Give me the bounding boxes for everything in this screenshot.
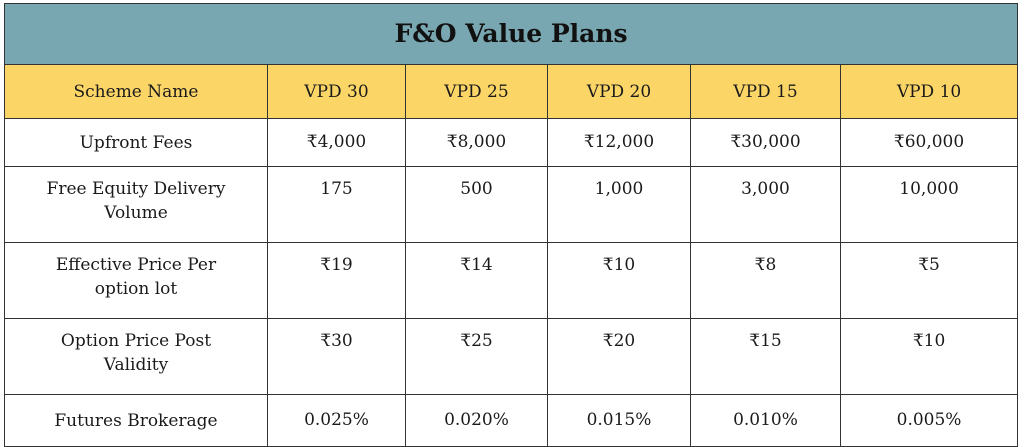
table-row: Effective Price Per option lot ₹19 ₹14 ₹10 ₹… <box>4 242 1019 319</box>
table-row: Option Price Post Validity ₹30 ₹25 ₹20 ₹15 ₹1… <box>4 318 1019 395</box>
row-label: Effective Price Per option lot <box>4 242 268 319</box>
table-cell: ₹8,000 <box>405 118 548 167</box>
header-cell: VPD 20 <box>547 64 691 119</box>
table-cell: ₹20 <box>547 318 691 395</box>
table-title: F&O Value Plans <box>3 3 1019 65</box>
table-cell: ₹4,000 <box>267 118 406 167</box>
header-cell: Scheme Name <box>4 64 268 119</box>
table-row: Free Equity Delivery Volume 175 500 1,000 3,… <box>4 166 1019 243</box>
plans-table: F&O Value Plans Scheme Name VPD 30 VPD 25 V… <box>3 3 1019 447</box>
table-cell: ₹10 <box>839 318 1019 395</box>
header-row: Scheme Name VPD 30 VPD 25 VPD 20 VPD 15 VPD 1… <box>4 64 1019 119</box>
table-row: Futures Brokerage 0.025% 0.020% 0.015% 0.010… <box>4 394 1019 447</box>
table-cell: ₹25 <box>405 318 548 395</box>
table-cell: ₹14 <box>405 242 548 319</box>
table-cell: ₹60,000 <box>839 118 1019 167</box>
row-label: Futures Brokerage <box>4 394 268 447</box>
table-cell: 0.005% <box>839 394 1019 447</box>
table-cell: 0.015% <box>547 394 691 447</box>
table-cell: ₹5 <box>839 242 1019 319</box>
table-cell: 0.010% <box>690 394 841 447</box>
header-cell: VPD 25 <box>405 64 548 119</box>
table-cell: 10,000 <box>839 166 1019 243</box>
header-cell: VPD 10 <box>839 64 1019 119</box>
table-cell: 0.025% <box>267 394 406 447</box>
table-cell: ₹10 <box>547 242 691 319</box>
table-cell: 500 <box>405 166 548 243</box>
table-row: Upfront Fees ₹4,000 ₹8,000 ₹12,000 ₹30,000 ₹6… <box>4 118 1019 167</box>
table-cell: 175 <box>267 166 406 243</box>
table-cell: ₹8 <box>690 242 841 319</box>
header-cell: VPD 30 <box>267 64 406 119</box>
table-cell: ₹15 <box>690 318 841 395</box>
table-cell: ₹30 <box>267 318 406 395</box>
table-cell: ₹12,000 <box>547 118 691 167</box>
header-cell: VPD 15 <box>690 64 841 119</box>
table-cell: ₹30,000 <box>690 118 841 167</box>
row-label: Free Equity Delivery Volume <box>4 166 268 243</box>
table-cell: 0.020% <box>405 394 548 447</box>
row-label: Upfront Fees <box>4 118 268 167</box>
table-cell: 3,000 <box>690 166 841 243</box>
table-cell: ₹19 <box>267 242 406 319</box>
row-label: Option Price Post Validity <box>4 318 268 395</box>
table-cell: 1,000 <box>547 166 691 243</box>
